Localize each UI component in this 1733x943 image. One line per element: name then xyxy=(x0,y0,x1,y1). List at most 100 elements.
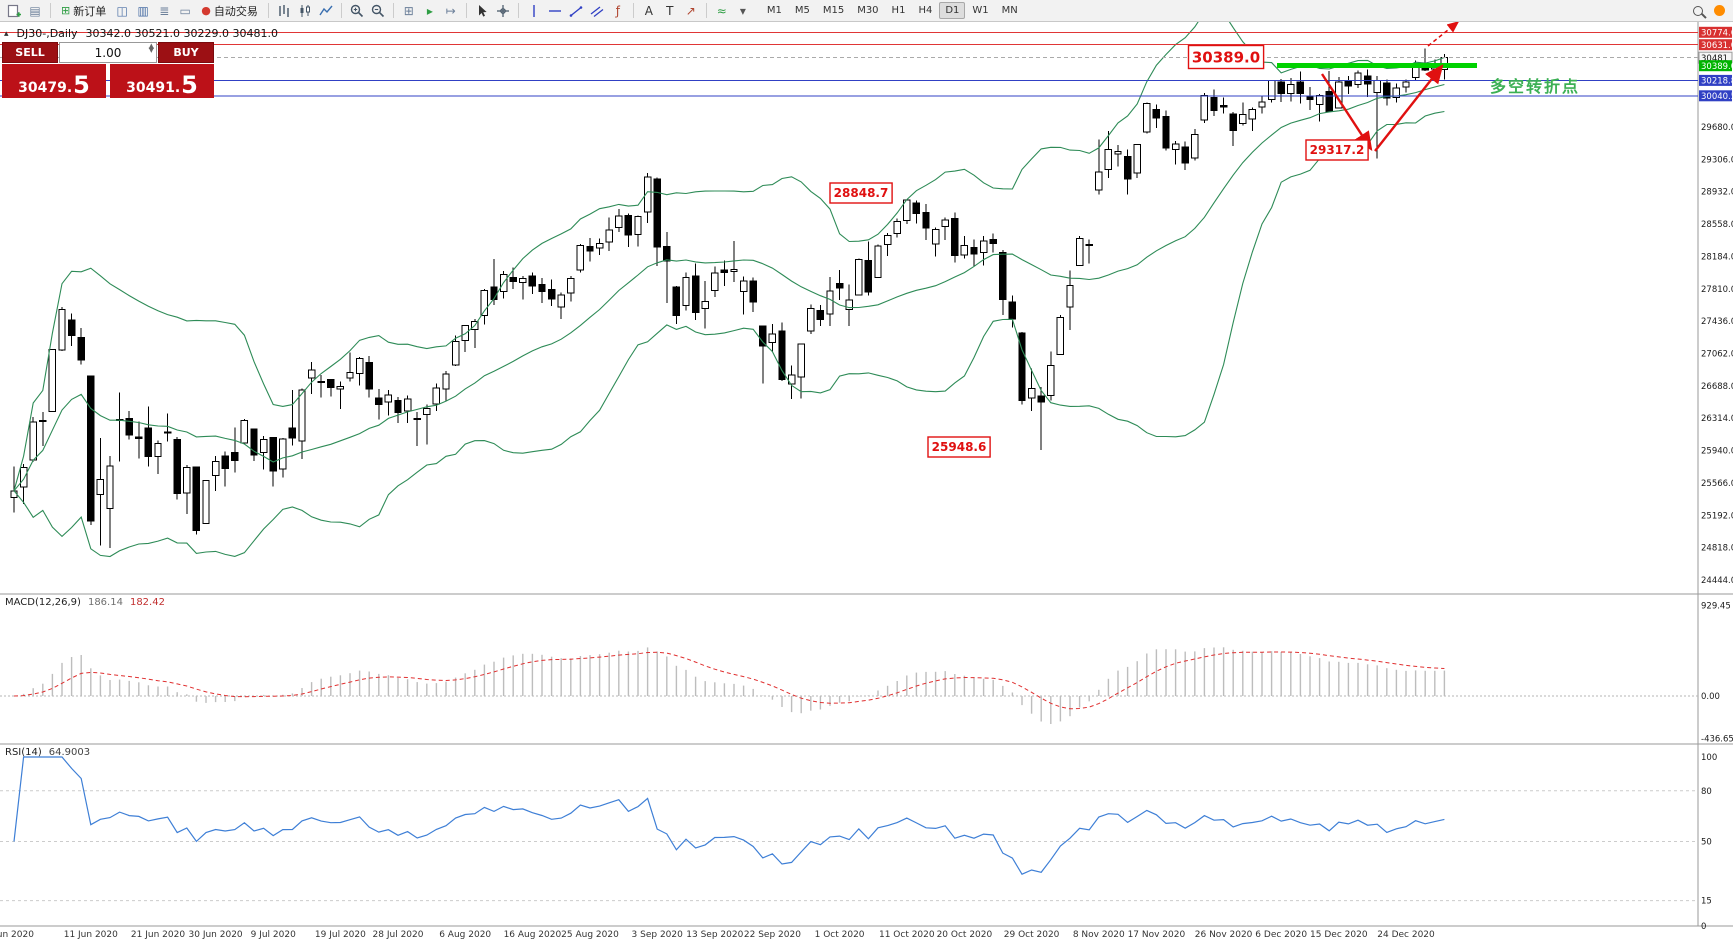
spinner-up-icon[interactable]: ▲ xyxy=(148,42,154,50)
timeframe-m5[interactable]: M5 xyxy=(794,5,810,16)
toolbar-separator xyxy=(632,3,634,18)
svg-text:29306.0: 29306.0 xyxy=(1701,155,1733,165)
chart-symbol-period: DJ30-,Daily xyxy=(16,27,78,40)
volume-value: 1.00 xyxy=(94,45,122,60)
svg-text:24444.0: 24444.0 xyxy=(1701,576,1733,586)
notification-icon[interactable] xyxy=(1714,5,1725,16)
vertical-line-icon[interactable] xyxy=(524,2,544,20)
autotrading-button-label: 自动交易 xyxy=(213,4,258,18)
volume-input[interactable]: 1.00 ▲ ▼ xyxy=(59,42,157,63)
rsi-indicator xyxy=(0,756,1698,902)
zoom-out-icon[interactable] xyxy=(368,2,388,20)
toolbar: ▤ ⊞ 新订单 ◫ ▥ ≣ ▭ ● 自动交易 ⊞ ▸ ↦ ƒ A T ↗ ≈ ▾ M1 M5 M15 M30 H1 H4 D1… xyxy=(0,0,1733,22)
toolbar-separator xyxy=(340,3,342,18)
toolbar-separator xyxy=(50,3,51,18)
turning-point-note: 多空转折点 xyxy=(1490,77,1580,96)
new-order-button[interactable]: ⊞ 新订单 xyxy=(56,2,111,20)
fibonacci-icon[interactable]: ƒ xyxy=(615,3,620,18)
svg-text:30389.0: 30389.0 xyxy=(1192,48,1260,66)
price-level-lines[interactable] xyxy=(0,31,1698,97)
chart-shift-icon[interactable]: ↦ xyxy=(445,3,456,18)
sell-button[interactable]: SELL xyxy=(2,42,58,63)
svg-text:6 Dec 2020: 6 Dec 2020 xyxy=(1255,930,1307,940)
svg-text:80: 80 xyxy=(1701,787,1712,797)
text-tool-icon[interactable]: A xyxy=(644,3,653,18)
new-order-button-label: 新订单 xyxy=(73,4,107,18)
svg-text:25192.0: 25192.0 xyxy=(1701,511,1733,521)
autotrading-button[interactable]: ● 自动交易 xyxy=(196,2,263,20)
macd-main-value: 186.14 xyxy=(87,597,123,608)
toolbar-separator xyxy=(392,3,394,18)
timeframe-m30[interactable]: M30 xyxy=(857,5,879,16)
svg-text:3 Sep 2020: 3 Sep 2020 xyxy=(632,930,684,940)
svg-text:30481: 30481 xyxy=(1701,54,1728,64)
market-watch-icon[interactable]: ◫ xyxy=(116,3,128,18)
timeframe-m1[interactable]: M1 xyxy=(766,5,782,16)
bid-price[interactable]: 30479. 5 xyxy=(2,64,106,98)
indicator-list-icon[interactable]: ▾ xyxy=(739,3,746,18)
toolbar-separator xyxy=(267,3,269,18)
channel-icon[interactable] xyxy=(587,2,607,20)
timeframe-h4[interactable]: H4 xyxy=(918,5,933,16)
indicators-icon[interactable]: ≈ xyxy=(716,3,727,18)
svg-text:0: 0 xyxy=(1701,922,1706,932)
search-icon[interactable] xyxy=(1688,2,1708,20)
svg-text:29317.2: 29317.2 xyxy=(1310,143,1365,157)
svg-text:30218.8: 30218.8 xyxy=(1701,77,1733,87)
arrow-tool-icon[interactable]: ↗ xyxy=(685,3,696,18)
zoom-in-icon[interactable] xyxy=(347,2,367,20)
magnifier-icon xyxy=(1693,5,1703,16)
svg-text:9 Jul 2020: 9 Jul 2020 xyxy=(251,930,296,940)
svg-text:15 Dec 2020: 15 Dec 2020 xyxy=(1310,930,1368,940)
svg-text:13 Sep 2020: 13 Sep 2020 xyxy=(686,930,743,940)
ask-price[interactable]: 30491. 5 xyxy=(110,64,214,98)
timeframe-mn[interactable]: MN xyxy=(1001,5,1018,16)
macd-signal-value: 182.42 xyxy=(129,597,165,608)
svg-text:28848.7: 28848.7 xyxy=(834,186,889,200)
timeframe-w1[interactable]: W1 xyxy=(972,5,989,16)
line-chart-icon[interactable] xyxy=(316,2,336,20)
chart-ohlc: 30342.0 30521.0 30229.0 30481.0 xyxy=(85,27,278,40)
macd-label: MACD(12,26,9) 186.14 182.42 xyxy=(5,597,165,608)
data-window-icon[interactable]: ▥ xyxy=(137,3,149,18)
svg-text:50: 50 xyxy=(1701,838,1712,848)
auto-scroll-icon[interactable]: ▸ xyxy=(426,3,433,18)
tile-windows-icon[interactable]: ⊞ xyxy=(403,3,414,18)
rsi-name: RSI(14) xyxy=(5,747,42,758)
svg-text:17 Nov 2020: 17 Nov 2020 xyxy=(1128,930,1186,940)
new-chart-icon[interactable] xyxy=(4,2,24,20)
svg-text:25948.6: 25948.6 xyxy=(932,440,987,454)
cursor-icon[interactable] xyxy=(472,2,492,20)
timeframe-m15[interactable]: M15 xyxy=(822,5,845,16)
timeframe-h1[interactable]: H1 xyxy=(891,5,906,16)
ask-price-main: 30491. xyxy=(126,80,181,96)
svg-text:11 Oct 2020: 11 Oct 2020 xyxy=(879,930,935,940)
trendline-icon[interactable] xyxy=(566,2,586,20)
volume-spinner[interactable]: ▲ ▼ xyxy=(148,42,154,55)
crosshair-icon[interactable] xyxy=(493,2,513,20)
buy-button[interactable]: BUY xyxy=(158,42,214,63)
horizontal-line-icon[interactable] xyxy=(545,2,565,20)
svg-text:28558.0: 28558.0 xyxy=(1701,220,1733,230)
chart-annotations[interactable]: 30389.0 29317.2 28848.7 25948.6 多空转折点 xyxy=(829,21,1580,458)
spinner-down-icon[interactable]: ▼ xyxy=(148,46,154,55)
bar-chart-icon[interactable] xyxy=(274,2,294,20)
candlestick-chart-icon[interactable] xyxy=(295,2,315,20)
chart-profiles-icon[interactable]: ▤ xyxy=(29,3,41,18)
svg-text:24 Dec 2020: 24 Dec 2020 xyxy=(1377,930,1435,940)
toolbar-separator xyxy=(705,3,707,18)
new-order-icon: ⊞ xyxy=(61,4,71,17)
svg-text:15: 15 xyxy=(1701,897,1712,907)
label-tool-icon[interactable]: T xyxy=(666,3,674,18)
svg-text:29680.0: 29680.0 xyxy=(1701,123,1733,133)
autotrading-icon: ● xyxy=(201,4,211,17)
terminal-icon[interactable]: ▭ xyxy=(179,3,191,18)
svg-text:0.00: 0.00 xyxy=(1701,692,1720,702)
svg-text:30631.0: 30631.0 xyxy=(1701,41,1733,51)
timeframe-d1[interactable]: D1 xyxy=(939,2,966,19)
svg-text:24818.0: 24818.0 xyxy=(1701,544,1733,554)
toolbar-separator xyxy=(465,3,467,18)
navigator-icon[interactable]: ≣ xyxy=(159,3,170,18)
